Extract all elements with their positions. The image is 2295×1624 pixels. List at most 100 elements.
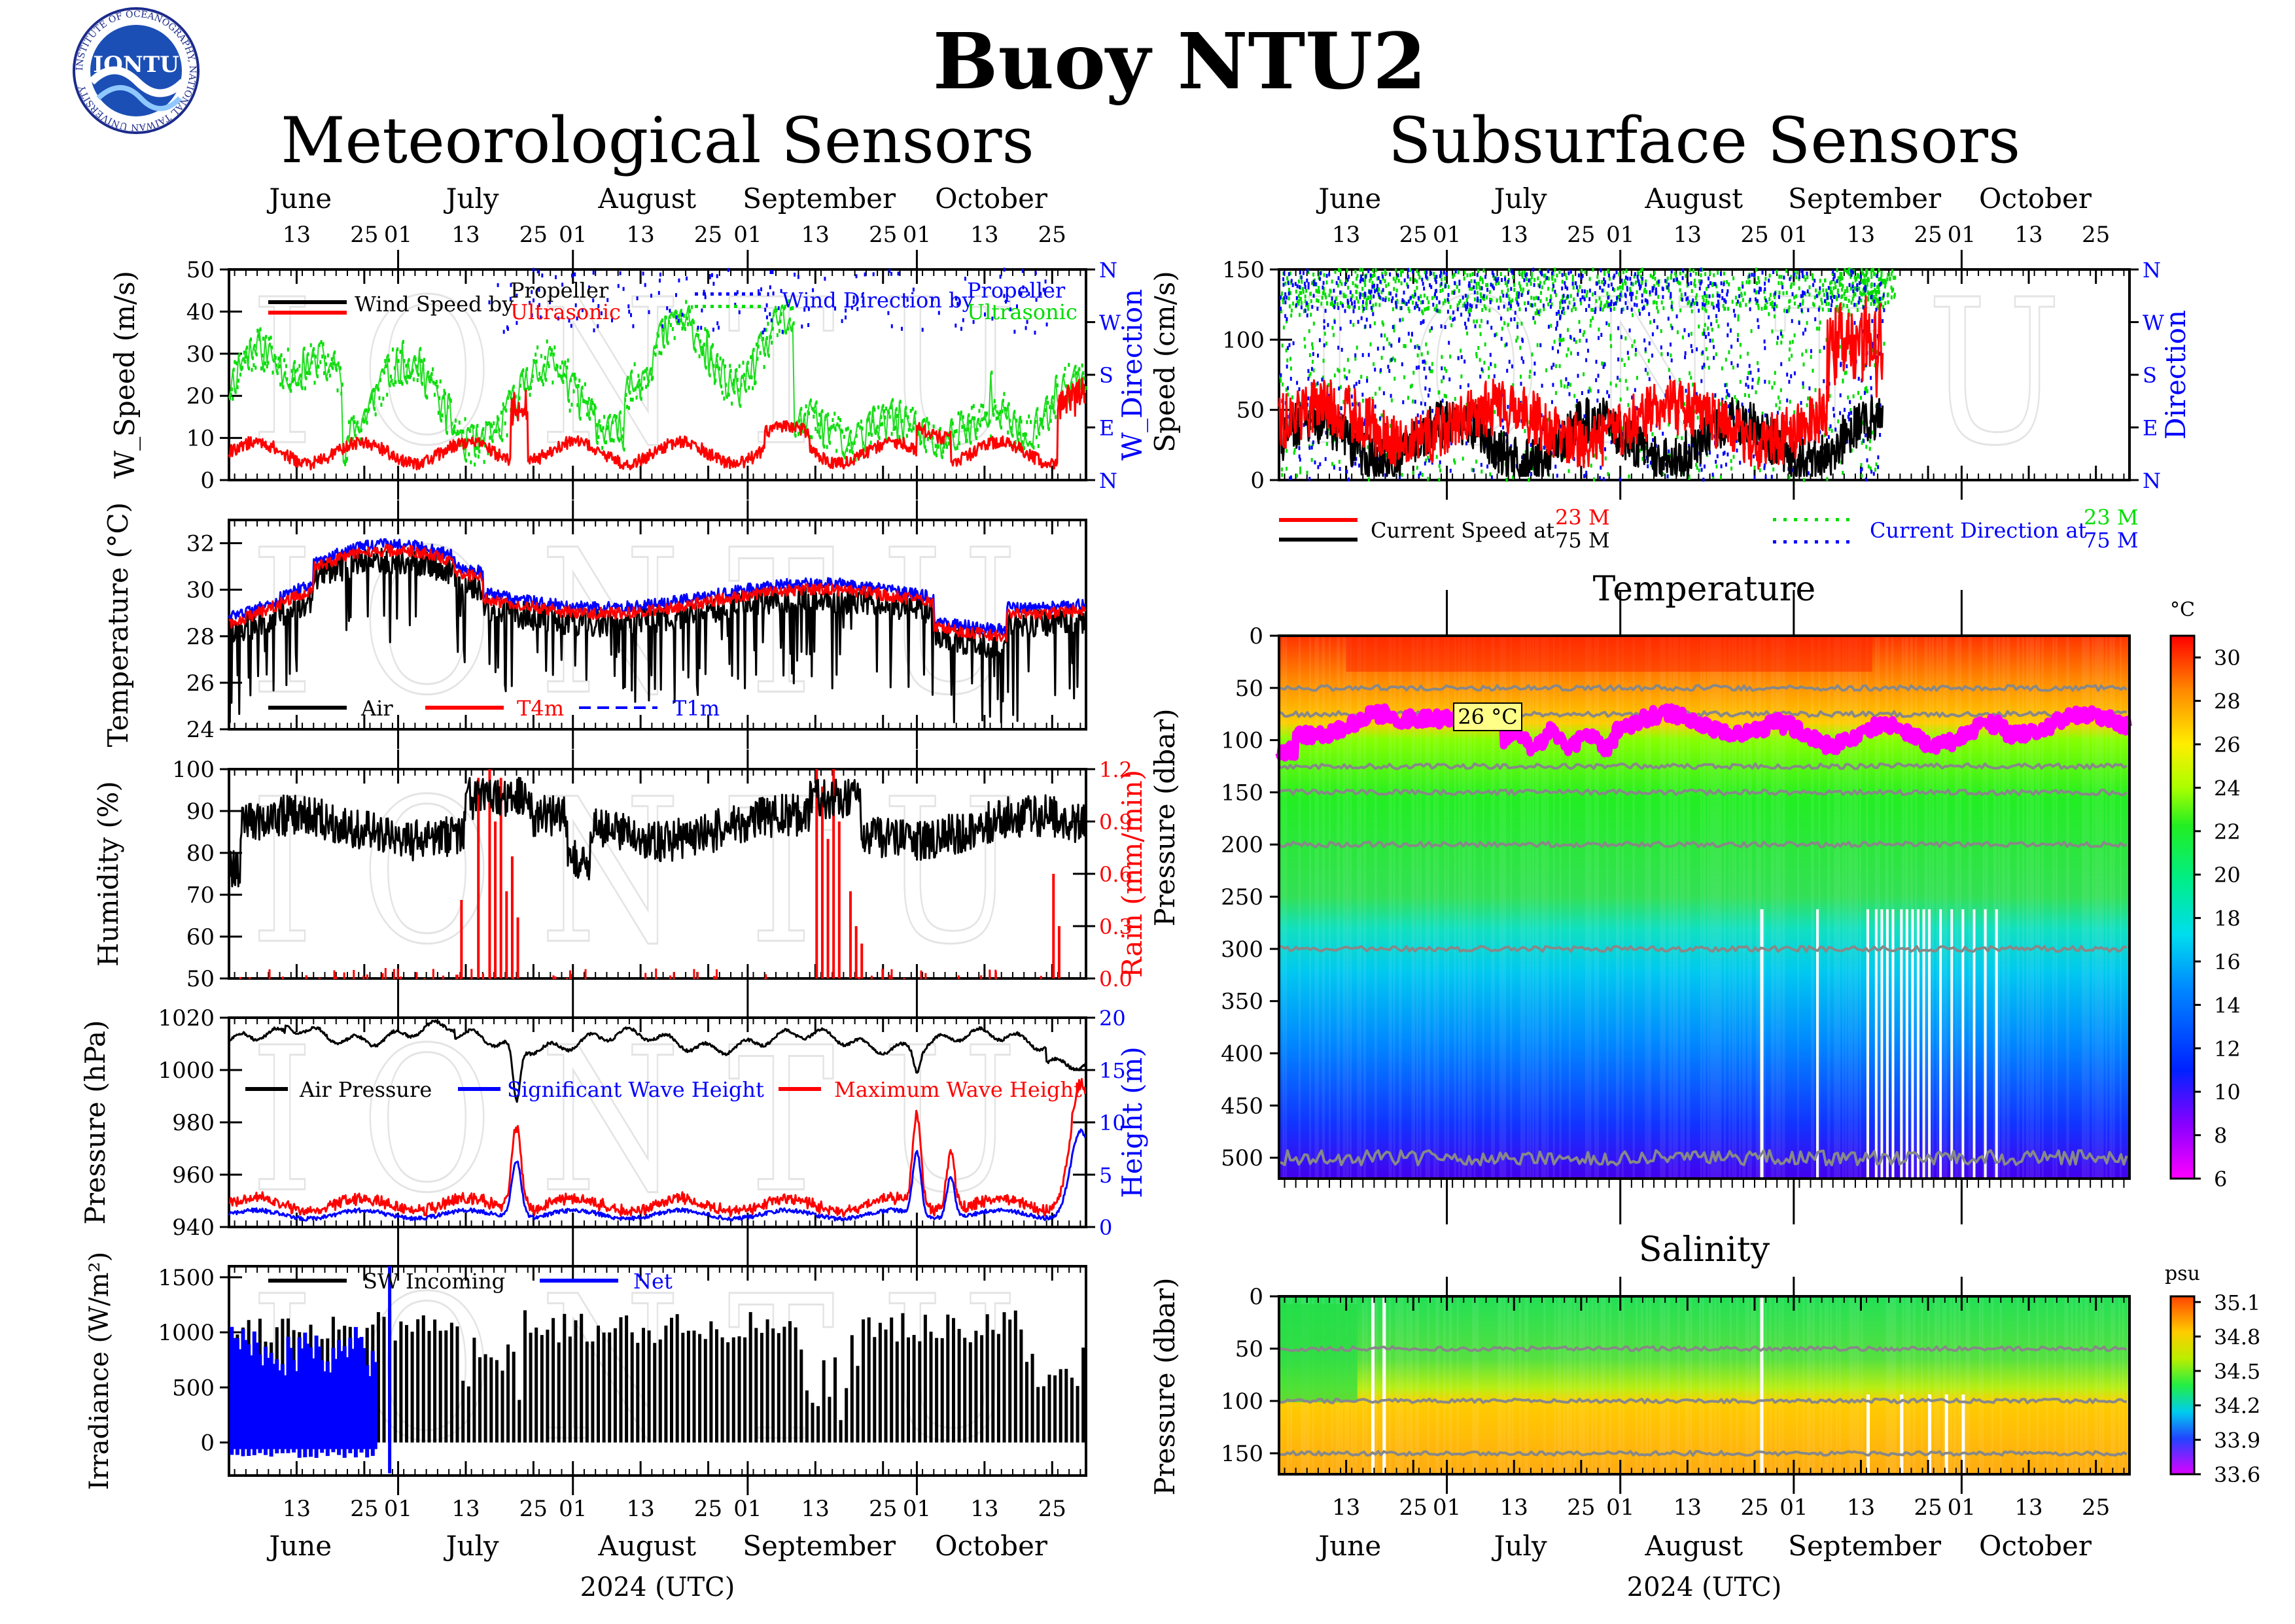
- legend-swatch-dot: [750, 292, 753, 296]
- x-tick-label-top: 01: [733, 222, 762, 248]
- legend-swatch-dot: [726, 305, 729, 308]
- x-tick-label-top: 01: [1779, 222, 1808, 248]
- rain-bar: [239, 976, 241, 979]
- y-tick-label: 32: [186, 531, 215, 557]
- x-tick-label-top: 25: [1038, 222, 1066, 248]
- rain-bar: [393, 969, 395, 979]
- rain-bar: [305, 975, 307, 979]
- y-tick-label: 940: [172, 1215, 215, 1241]
- colorbar-tick-label: 20: [2214, 863, 2241, 888]
- x-tick-label-top: 13: [283, 222, 311, 248]
- rain-bar: [489, 973, 491, 979]
- rain-bar: [552, 975, 555, 979]
- legend-swatch-dot: [1794, 518, 1797, 521]
- x-tick-label-top: 01: [1433, 222, 1461, 248]
- colorbar-tick-label: 34.2: [2214, 1394, 2260, 1419]
- x-tick-label-bottom: 25: [1914, 1494, 1942, 1521]
- data-gap: [1984, 909, 1987, 1179]
- rain-bar: [920, 970, 922, 979]
- rain-bar: [516, 917, 519, 978]
- isotherm-label-box: [1453, 702, 1522, 731]
- rain-bar: [765, 974, 767, 979]
- colorbar-tick-label: 34.5: [2214, 1359, 2260, 1384]
- colorbar-tick-label: 35.1: [2214, 1290, 2260, 1315]
- y-tick-label: 500: [1221, 1145, 1263, 1171]
- rain-bar: [456, 975, 459, 979]
- rain-bar: [353, 969, 355, 979]
- y-tick-label-right: E: [2143, 416, 2158, 441]
- y-tick-label: 0: [200, 1430, 215, 1456]
- temperature-heatmap-frame: [1278, 634, 2131, 1180]
- watermark-text: IONTU: [251, 756, 1065, 988]
- rain-bar: [673, 972, 675, 979]
- x-tick-label-bottom: 13: [801, 1496, 830, 1522]
- x-tick-label-top: 13: [1332, 222, 1360, 248]
- data-gap: [1928, 1394, 1932, 1474]
- data-gap: [1961, 909, 1965, 1179]
- right-bottom-month-label: September: [1788, 1530, 1942, 1562]
- legend-swatch-dot: [1783, 540, 1787, 544]
- rain-bar: [860, 943, 864, 978]
- x-tick-label-top: 13: [627, 222, 655, 248]
- rain-bar: [994, 969, 997, 979]
- legend-swatch-dot: [758, 305, 761, 308]
- x-tick-label-top: 13: [970, 222, 998, 248]
- legend-swatch-dot: [750, 305, 753, 308]
- left-bottom-month-label: June: [266, 1530, 332, 1562]
- legend-label: Maximum Wave Height: [834, 1077, 1082, 1102]
- legend-swatch-dot: [1846, 518, 1849, 521]
- y-tick-label: 20: [186, 383, 215, 409]
- x-tick-label-bottom: 25: [1038, 1496, 1066, 1522]
- rain-bar: [584, 969, 587, 979]
- legend-swatch-dot: [742, 305, 745, 308]
- rain-bar: [366, 974, 368, 979]
- salinity-section-title: Salinity: [1639, 1230, 1770, 1270]
- legend-label: Propeller: [510, 278, 609, 303]
- y-axis-label-right: Height (m): [1116, 1046, 1148, 1198]
- rain-bar: [569, 970, 571, 979]
- legend-swatch-dot: [1815, 540, 1818, 544]
- legend-label: Significant Wave Height: [507, 1077, 764, 1102]
- legend-swatch-dot: [710, 305, 714, 308]
- humidity-series: [228, 776, 1087, 888]
- x-tick-label-top: 25: [869, 222, 897, 248]
- colorbar-tick-label: 8: [2214, 1124, 2227, 1149]
- left-top-month-label: October: [935, 182, 1048, 215]
- rain-bar: [415, 972, 418, 979]
- y-tick-label-right: 0.3: [1099, 914, 1132, 939]
- y-tick-label: 50: [186, 966, 215, 992]
- right-bottom-month-label: July: [1492, 1530, 1547, 1562]
- data-gap: [1866, 909, 1870, 1179]
- y-tick-label: 0: [1249, 1284, 1263, 1310]
- legend-label: Wind Speed by: [355, 292, 514, 317]
- rain-bar: [693, 969, 695, 979]
- legend-label: SW Incoming: [363, 1269, 505, 1294]
- y-tick-label-right: 0.6: [1099, 862, 1132, 887]
- data-gap: [1816, 909, 1819, 1179]
- rain-bar: [460, 900, 463, 978]
- y-tick-label: 0: [1250, 468, 1265, 494]
- y-axis-label: Irradiance (W/m²): [84, 1252, 114, 1490]
- y-tick-label: 80: [186, 840, 215, 867]
- y-tick-label: 26: [186, 670, 215, 697]
- y-tick-label-right: N: [2143, 258, 2161, 283]
- data-gap: [1880, 909, 1883, 1179]
- y-tick-label: 70: [186, 882, 215, 908]
- air-temperature-series: [228, 547, 1087, 723]
- x-tick-label-bottom: 01: [903, 1496, 931, 1522]
- left-top-month-label: August: [597, 182, 696, 215]
- heatmap-texture: [1278, 1296, 2130, 1474]
- colorbar-unit: °C: [2170, 598, 2195, 621]
- right-top-month-label: October: [1979, 182, 2092, 215]
- legend-swatch-dot: [718, 292, 722, 296]
- x-tick-label-top: 25: [1740, 222, 1768, 248]
- left-bottom-month-label: August: [597, 1530, 696, 1562]
- x-tick-label-top: 25: [1567, 222, 1595, 248]
- y-tick-label-right: 20: [1099, 1006, 1126, 1031]
- y-tick-label: 50: [1235, 1336, 1263, 1362]
- rain-bar: [384, 968, 387, 979]
- rain-bar: [849, 891, 852, 978]
- legend-swatch-dot: [1815, 518, 1818, 521]
- x-tick-label-bottom: 13: [1847, 1494, 1875, 1521]
- data-gap: [1760, 1296, 1764, 1474]
